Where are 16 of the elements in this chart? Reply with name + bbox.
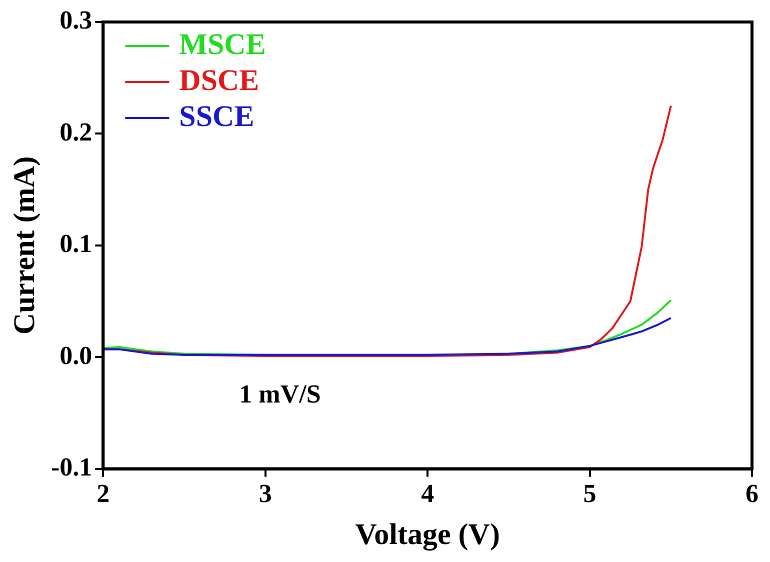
y-tick-label: 0.3 (60, 6, 92, 35)
legend-label: SSCE (179, 100, 254, 133)
x-tick-label: 5 (583, 479, 596, 508)
x-axis-title: Voltage (V) (355, 518, 500, 551)
annotation: 1 mV/S (239, 380, 321, 409)
x-tick-label: 3 (258, 479, 272, 508)
legend-label: MSCE (179, 28, 266, 61)
y-tick-label: -0.1 (50, 452, 92, 482)
x-tick-label: 6 (746, 479, 758, 508)
x-tick-label: 2 (96, 479, 110, 508)
y-tick-label: 0.2 (60, 117, 92, 146)
legend-label: DSCE (179, 64, 260, 97)
y-tick-label: 0.0 (60, 340, 92, 370)
y-tick-label: 0.1 (60, 229, 92, 258)
x-tick-label: 4 (421, 479, 434, 508)
y-axis-title: Current (mA) (8, 156, 41, 335)
